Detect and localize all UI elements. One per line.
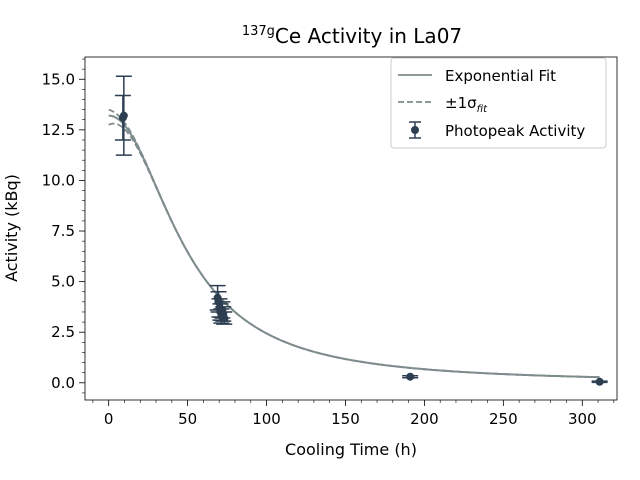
legend-box bbox=[390, 57, 607, 149]
data-point bbox=[591, 377, 608, 386]
point-marker bbox=[220, 314, 229, 323]
y-tick-label: 0.0 bbox=[51, 374, 75, 392]
legend: Exponential Fit ±1σfit Photopeak Activit… bbox=[390, 57, 607, 149]
x-tick-label: 200 bbox=[410, 410, 439, 428]
axes-frame bbox=[84, 56, 618, 401]
data-point bbox=[402, 372, 419, 381]
series-group bbox=[108, 75, 608, 386]
y-tick-label: 15.0 bbox=[42, 70, 75, 88]
x-tick-label: 300 bbox=[568, 410, 597, 428]
y-tick-label: 7.5 bbox=[51, 222, 75, 240]
chart-title-main: Ce Activity in La07 bbox=[275, 24, 462, 48]
x-tick-label: 100 bbox=[252, 410, 281, 428]
sigma-lower-curve bbox=[108, 122, 600, 379]
plot-area: 0 50 100 150 200 250 300 0.0 2.5 5.0 7.5 10.0 12.5 15… bbox=[42, 56, 618, 428]
legend-sigma-label: ±1σfit bbox=[445, 94, 488, 115]
data-point bbox=[115, 75, 132, 156]
fit-curve bbox=[108, 114, 600, 379]
legend-point-label: Photopeak Activity bbox=[445, 122, 585, 140]
chart-title: 137gCe Activity in La07 bbox=[242, 24, 462, 48]
y-tick-label: 5.0 bbox=[51, 273, 75, 291]
ticks-group: 0 50 100 150 200 250 300 0.0 2.5 5.0 7.5 10.0 12.5 15… bbox=[42, 58, 615, 428]
legend-point-swatch bbox=[409, 121, 421, 139]
x-axis-label: Cooling Time (h) bbox=[285, 440, 417, 459]
point-marker bbox=[406, 372, 415, 381]
legend-sigma-text: ±1σ bbox=[445, 94, 477, 112]
x-tick-label: 150 bbox=[331, 410, 360, 428]
data-point bbox=[216, 311, 233, 325]
x-tick-label: 250 bbox=[489, 410, 518, 428]
x-tick-label: 50 bbox=[178, 410, 197, 428]
legend-fit-label: Exponential Fit bbox=[445, 67, 556, 85]
point-marker bbox=[119, 111, 128, 120]
y-axis-label: Activity (kBq) bbox=[2, 174, 21, 282]
y-tick-label: 10.0 bbox=[42, 171, 75, 189]
y-tick-label: 2.5 bbox=[51, 323, 75, 341]
chart-title-superscript: 137g bbox=[242, 24, 275, 39]
point-marker bbox=[595, 377, 604, 386]
x-tick-label: 0 bbox=[104, 410, 114, 428]
legend-sigma-subscript: fit bbox=[477, 104, 488, 115]
y-tick-label: 12.5 bbox=[42, 121, 75, 139]
